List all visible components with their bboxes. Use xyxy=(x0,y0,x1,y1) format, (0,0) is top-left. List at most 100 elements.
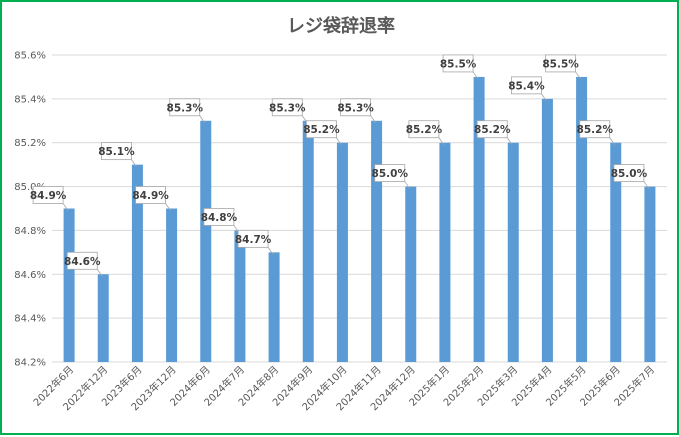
bar xyxy=(473,76,485,362)
data-label: 85.2% xyxy=(474,124,511,136)
leader-line xyxy=(267,247,274,255)
data-label-callout: 85.3% xyxy=(167,98,206,124)
data-label: 85.2% xyxy=(577,124,614,136)
data-label-callout: 85.2% xyxy=(474,120,513,145)
bar xyxy=(439,142,451,362)
data-label-box xyxy=(32,186,64,204)
data-label-callout: 85.2% xyxy=(577,120,616,145)
y-tick-label: 85.0% xyxy=(14,182,46,193)
data-label-callout: 85.4% xyxy=(508,76,547,102)
data-label: 85.3% xyxy=(337,102,374,114)
bar xyxy=(541,98,553,362)
bars xyxy=(63,76,656,363)
data-label-box xyxy=(203,208,235,226)
leader-line xyxy=(96,269,103,277)
data-label: 85.0% xyxy=(611,168,648,180)
data-label-callout: 85.0% xyxy=(372,164,411,189)
data-label-box xyxy=(442,54,474,73)
bar xyxy=(166,208,178,362)
leader-line xyxy=(404,181,411,189)
data-label-callout: 85.1% xyxy=(98,142,137,167)
bar xyxy=(302,120,314,363)
data-label: 84.9% xyxy=(30,190,67,202)
data-labels: 84.9% 84.6% 85.1% 84.9% 85.3% 84.8% 84.7% 85.3%… xyxy=(30,54,650,277)
data-label-box xyxy=(271,98,303,117)
data-label: 84.8% xyxy=(201,212,238,224)
data-label-box xyxy=(511,76,542,95)
data-label-callout: 85.3% xyxy=(269,98,308,124)
data-label-callout: 85.3% xyxy=(337,98,376,124)
data-label-box xyxy=(613,164,645,182)
data-label-callout: 85.5% xyxy=(542,54,581,80)
y-tick-label: 84.6% xyxy=(14,270,46,281)
data-label-box xyxy=(135,186,166,204)
data-label: 85.2% xyxy=(406,124,443,136)
bar xyxy=(97,274,109,362)
data-label: 85.3% xyxy=(269,102,306,114)
data-label: 85.1% xyxy=(98,146,135,158)
y-axis-tick-labels: 84.2% 84.4% 84.6% 84.8% 85.0% 85.2% 85.4% 85.6% xyxy=(14,51,46,369)
leader-line xyxy=(541,93,547,102)
data-label: 85.0% xyxy=(372,168,409,180)
data-label-callout: 85.2% xyxy=(303,120,342,145)
data-label-box xyxy=(579,120,611,139)
y-tick-label: 85.6% xyxy=(14,51,46,62)
y-tick-label: 84.8% xyxy=(14,226,46,237)
leader-line xyxy=(199,115,206,124)
data-label-box xyxy=(340,98,371,117)
data-label: 85.2% xyxy=(303,124,340,136)
data-label: 85.3% xyxy=(167,102,204,114)
leader-line xyxy=(165,203,171,211)
data-label-box xyxy=(306,120,337,139)
bar xyxy=(63,208,75,362)
bar xyxy=(405,186,417,362)
data-label: 84.7% xyxy=(235,234,272,246)
data-label-box xyxy=(374,164,406,182)
data-label: 85.5% xyxy=(440,58,477,70)
leader-line xyxy=(472,71,479,80)
leader-line xyxy=(336,137,342,145)
data-label: 84.9% xyxy=(132,190,169,202)
leader-line xyxy=(506,137,513,145)
y-tick-label: 85.4% xyxy=(14,94,46,105)
y-tick-label: 84.2% xyxy=(14,358,46,369)
data-label-callout: 84.6% xyxy=(64,251,103,277)
data-label-box xyxy=(66,251,98,270)
bar xyxy=(507,142,519,362)
leader-line xyxy=(62,203,69,211)
bar xyxy=(610,142,622,362)
data-label: 84.6% xyxy=(64,256,101,268)
bar xyxy=(644,186,656,362)
leader-line xyxy=(370,115,376,124)
bar xyxy=(336,142,348,362)
data-label-callout: 85.2% xyxy=(406,120,445,145)
data-label-callout: 84.8% xyxy=(201,208,240,233)
leader-line xyxy=(643,181,650,189)
y-tick-label: 85.2% xyxy=(14,138,46,149)
data-label-callout: 84.9% xyxy=(30,186,69,211)
data-label-box xyxy=(169,98,201,117)
data-label-box xyxy=(476,120,508,139)
bar xyxy=(234,230,246,362)
y-tick-label: 84.4% xyxy=(14,314,46,325)
bar xyxy=(131,164,143,362)
bar xyxy=(576,76,588,362)
leader-line xyxy=(438,137,445,145)
data-label-box xyxy=(408,120,440,139)
x-axis-category-labels: 2022年6月2022年12月2023年6月2023年12月2024年6月202… xyxy=(30,363,657,413)
bar xyxy=(371,120,383,363)
data-label-callout: 85.5% xyxy=(440,54,479,80)
chart-title: レジ袋辞退率 xyxy=(287,15,395,37)
leader-line xyxy=(609,137,616,145)
bar xyxy=(200,120,212,363)
data-label-callout: 85.0% xyxy=(611,164,650,189)
data-label-box xyxy=(101,142,132,161)
data-label-box xyxy=(237,229,269,248)
bar xyxy=(268,252,280,362)
data-label-callout: 84.7% xyxy=(235,229,274,255)
leader-line xyxy=(131,159,137,167)
data-label-callout: 84.9% xyxy=(132,186,171,211)
leader-line xyxy=(575,71,581,80)
